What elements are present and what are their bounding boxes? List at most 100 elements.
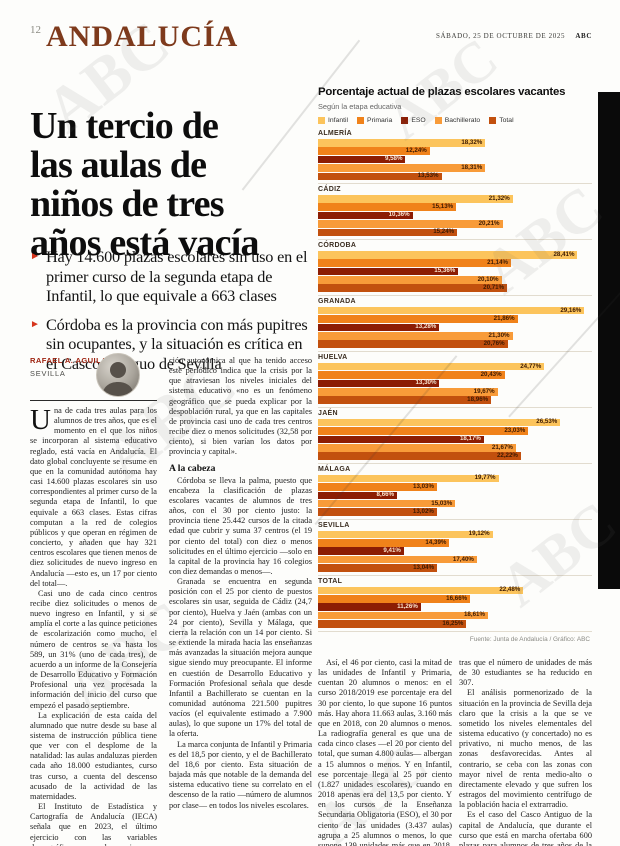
- bar-row: 16,25%: [318, 620, 592, 628]
- article-column-3: Así, el 46 por ciento, casi la mitad de …: [318, 658, 452, 846]
- legend-item-bachillerato: Bachillerato: [434, 117, 481, 124]
- bar-row: 18,31%: [318, 164, 592, 172]
- bar-value-label: 10,36%: [388, 211, 410, 219]
- bar-bachillerato: 17,40%: [318, 556, 477, 564]
- bullet-item: ► Córdoba es la provincia con más pupitre…: [30, 315, 314, 374]
- bar-infantil: 18,32%: [318, 139, 486, 147]
- bar-value-label: 9,41%: [383, 547, 401, 555]
- bar-value-label: 11,26%: [397, 603, 418, 611]
- bar-total: 20,76%: [318, 340, 508, 349]
- article-paragraph: tras que el número de unidades de más de…: [459, 658, 592, 688]
- bar-infantil: 24,77%: [318, 363, 545, 371]
- bar-bachillerato: 20,10%: [318, 276, 502, 284]
- bar-value-label: 13,03%: [413, 482, 434, 490]
- bar-row: 15,13%: [318, 203, 592, 211]
- chart-title: Porcentaje actual de plazas escolares va…: [318, 86, 566, 98]
- bar-eso: 9,41%: [318, 547, 404, 556]
- author-location: SEVILLA: [30, 369, 66, 378]
- bar-row: 13,03%: [318, 483, 592, 491]
- bar-value-label: 22,22%: [496, 452, 518, 460]
- article-paragraph: Es el caso del Casco Antiguo de la capit…: [459, 810, 592, 846]
- bar-row: 26,53%: [318, 419, 592, 427]
- bar-bachillerato: 18,31%: [318, 163, 486, 172]
- article-paragraph: Granada se encuentra en segunda posición…: [169, 577, 312, 739]
- date-text: SÁBADO, 25 DE OCTUBRE DE 2025: [436, 32, 566, 40]
- bar-row: 20,10%: [318, 276, 592, 284]
- bar-value-label: 20,43%: [480, 370, 502, 378]
- bar-value-label: 26,53%: [536, 418, 558, 426]
- bar-infantil: 29,16%: [318, 307, 585, 315]
- vacancies-chart: Porcentaje actual de plazas escolares va…: [318, 86, 592, 643]
- bar-value-label: 13,53%: [417, 172, 439, 180]
- headline: Un tercio de las aulas de niños de tres …: [30, 105, 259, 265]
- bar-row: 20,76%: [318, 340, 592, 349]
- chart-group-label: JAÉN: [318, 409, 338, 417]
- bar-eso: 10,36%: [318, 212, 413, 220]
- bar-value-label: 15,03%: [431, 499, 453, 507]
- bar-row: 29,16%: [318, 307, 592, 315]
- bar-eso: 9,58%: [318, 156, 406, 164]
- bar-total: 13,02%: [318, 508, 437, 516]
- chart-subtitle: Según la etapa educativa: [318, 102, 402, 111]
- chart-group: ALMERÍA 18,32% 12,24% 9,58% 18,31% 13,53%: [318, 130, 592, 184]
- subhead: A la cabeza: [169, 462, 216, 474]
- article-paragraph: Casi uno de cada cinco centros recibe di…: [30, 588, 157, 710]
- bar-value-label: 13,28%: [415, 323, 437, 331]
- article-paragraph: La marca conjunta de Infantil y Primaria…: [169, 739, 312, 810]
- legend-swatch: [489, 117, 497, 124]
- chart-group-label: CÁDIZ: [318, 185, 341, 193]
- bar-value-label: 15,13%: [432, 203, 454, 211]
- bar-row: 23,03%: [318, 427, 592, 435]
- chart-group: GRANADA 29,16% 21,86% 13,28% 21,30% 20,76%: [318, 298, 592, 352]
- chart-group-label: ALMERÍA: [318, 130, 352, 137]
- bar-eso: 13,28%: [318, 323, 440, 332]
- bullet-text: Hay 14.600 plazas escolares sin uso en e…: [46, 247, 308, 306]
- bar-value-label: 20,71%: [483, 284, 505, 292]
- chart-group-label: HUELVA: [318, 353, 348, 361]
- bar-row: 19,77%: [318, 475, 592, 483]
- bar-value-label: 14,39%: [425, 538, 447, 546]
- bar-primaria: 23,03%: [318, 427, 529, 435]
- bar-infantil: 21,32%: [318, 195, 513, 203]
- bar-infantil: 19,77%: [318, 475, 499, 483]
- bar-total: 13,04%: [318, 563, 438, 572]
- bar-infantil: 28,41%: [318, 250, 578, 259]
- bar-bachillerato: 15,03%: [318, 499, 456, 508]
- bar-row: 22,48%: [318, 587, 592, 595]
- author-photo: [96, 353, 140, 397]
- legend-item-total: Total: [489, 117, 514, 124]
- bar-row: 15,24%: [318, 228, 592, 237]
- bar-row: 12,24%: [318, 147, 592, 155]
- bar-bachillerato: 18,61%: [318, 612, 488, 620]
- bar-value-label: 18,31%: [461, 163, 483, 171]
- bar-value-label: 20,21%: [478, 219, 500, 227]
- bar-row: 9,41%: [318, 547, 592, 556]
- legend-item-infantil: Infantil: [318, 117, 348, 124]
- page-header: 12 ANDALUCÍA SÁBADO, 25 DE OCTUBRE DE 20…: [30, 20, 592, 58]
- legend-swatch: [434, 117, 442, 124]
- bar-eso: 18,17%: [318, 436, 484, 444]
- bar-row: 18,96%: [318, 396, 592, 404]
- chart-group: JAÉN 26,53% 23,03% 18,17% 21,67% 22,22%: [318, 410, 592, 464]
- bar-row: 11,26%: [318, 603, 592, 611]
- bar-eso: 11,26%: [318, 603, 421, 611]
- bar-value-label: 28,41%: [553, 250, 575, 258]
- bar-primaria: 20,43%: [318, 371, 505, 379]
- bar-value-label: 21,30%: [488, 331, 510, 339]
- bar-value-label: 13,30%: [415, 379, 437, 387]
- legend-item-primaria: Primaria: [357, 117, 392, 124]
- article-column-2: ción autonómica al que ha tenido acceso …: [169, 356, 312, 846]
- bar-total: 18,96%: [318, 396, 492, 404]
- bar-row: 13,28%: [318, 324, 592, 332]
- legend-label: Total: [499, 117, 514, 124]
- chart-group: MÁLAGA 19,77% 13,03% 8,66% 15,03% 13,02%: [318, 466, 592, 520]
- bar-value-label: 8,66%: [376, 491, 395, 499]
- bar-row: 15,36%: [318, 268, 592, 276]
- bar-value-label: 19,67%: [473, 387, 495, 395]
- chart-group-label: MÁLAGA: [318, 465, 351, 473]
- bar-value-label: 13,04%: [413, 563, 435, 571]
- chart-group-label: GRANADA: [318, 297, 356, 305]
- bar-primaria: 12,24%: [318, 147, 430, 155]
- legend-label: Bachillerato: [444, 117, 481, 124]
- chart-group: SEVILLA 19,12% 14,39% 9,41% 17,40% 13,04%: [318, 522, 592, 576]
